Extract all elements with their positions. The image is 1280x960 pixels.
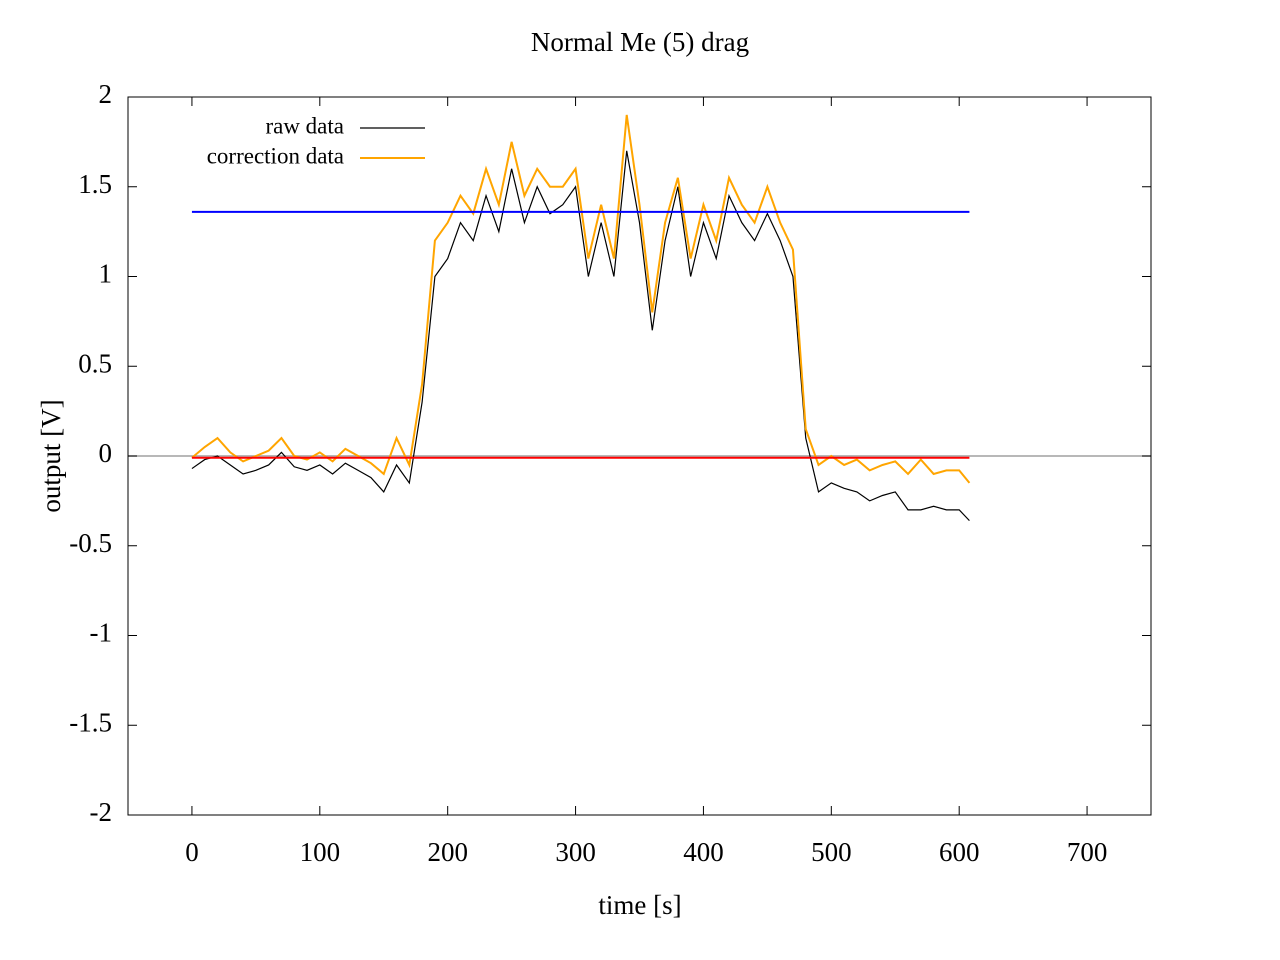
y-tick-label: 1.5 — [78, 169, 112, 199]
y-tick-label: 0.5 — [78, 348, 112, 378]
x-tick-label: 300 — [555, 837, 596, 867]
series-line — [191, 114, 971, 484]
x-tick-label: 0 — [185, 837, 199, 867]
x-tick-label: 400 — [683, 837, 724, 867]
y-tick-label: 0 — [99, 438, 113, 468]
x-tick-label: 200 — [427, 837, 468, 867]
x-tick-label: 600 — [939, 837, 980, 867]
x-tick-label: 100 — [300, 837, 341, 867]
y-tick-label: -1.5 — [69, 707, 112, 737]
x-tick-label: 700 — [1067, 837, 1108, 867]
y-axis-label: output [V] — [36, 399, 66, 512]
y-tick-label: 1 — [99, 259, 113, 289]
y-tick-label: -1 — [90, 618, 113, 648]
plot-frame — [127, 96, 1152, 816]
y-tick-label: -2 — [90, 797, 113, 827]
series-line — [191, 150, 970, 522]
chart-title: Normal Me (5) drag — [531, 27, 749, 57]
x-tick-label: 500 — [811, 837, 852, 867]
y-tick-label: -0.5 — [69, 528, 112, 558]
x-axis-label: time [s] — [598, 890, 681, 920]
legend-label: correction data — [207, 143, 344, 168]
legend-label: raw data — [265, 113, 344, 138]
y-tick-label: 2 — [99, 79, 113, 109]
